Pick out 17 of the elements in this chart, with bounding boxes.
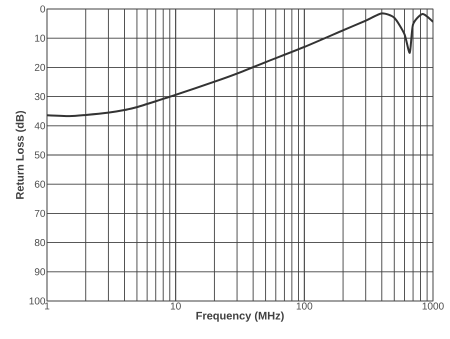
x-axis-title: Frequency (MHz) <box>196 311 284 322</box>
x-tick-label: 10 <box>170 302 181 310</box>
x-tick-label: 1000 <box>422 302 444 310</box>
x-tick-label: 1 <box>44 302 50 310</box>
y-tick-label: 20 <box>34 64 46 71</box>
x-tick-label: 100 <box>296 302 312 310</box>
y-tick-label: 0 <box>40 5 46 13</box>
y-tick-label: 40 <box>34 122 46 130</box>
y-tick-label: 60 <box>34 180 46 188</box>
y-tick-label: 80 <box>34 239 46 246</box>
y-tick-label: 100 <box>30 297 46 305</box>
y-tick-label: 90 <box>34 268 46 276</box>
y-axis-title: Return Loss (dB) <box>16 110 26 199</box>
y-tick-label: 70 <box>34 210 46 217</box>
y-tick-label: 30 <box>34 93 46 100</box>
y-tick-label: 10 <box>35 34 46 42</box>
y-tick-label: 50 <box>34 151 46 159</box>
